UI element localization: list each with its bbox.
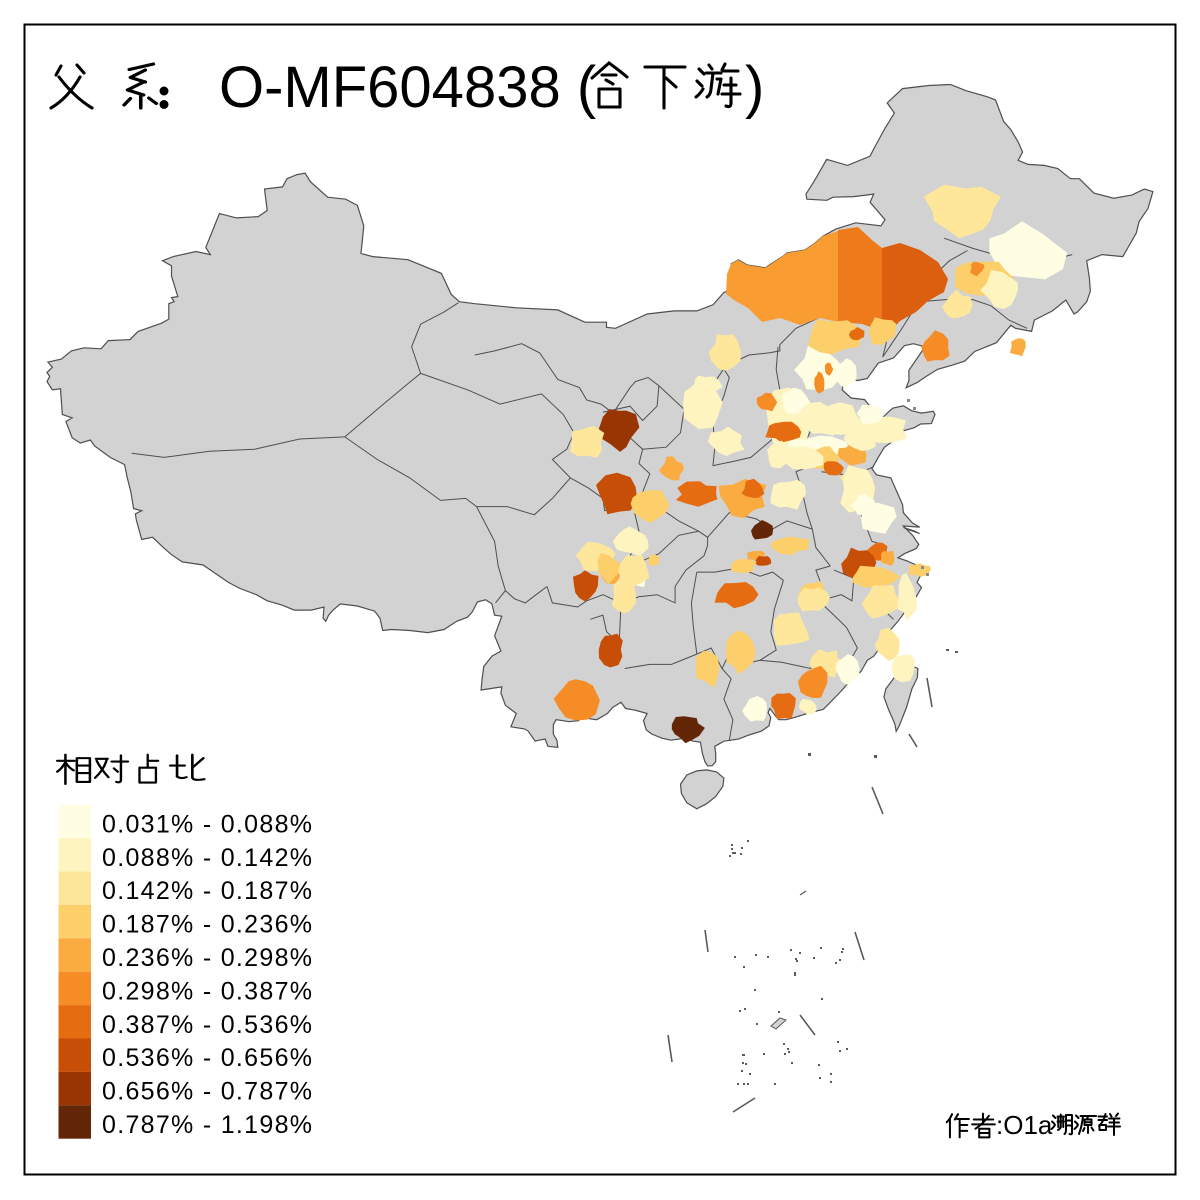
svg-text:0.387% - 0.536%: 0.387% - 0.536% [102, 1011, 313, 1039]
svg-text:0.298% - 0.387%: 0.298% - 0.387% [102, 977, 313, 1005]
svg-text:0.787% - 1.198%: 0.787% - 1.198% [102, 1111, 313, 1139]
svg-text:0.656% - 0.787%: 0.656% - 0.787% [102, 1078, 313, 1106]
svg-text::O1a: :O1a [996, 1110, 1053, 1140]
svg-text:0.142% - 0.187%: 0.142% - 0.187% [102, 877, 313, 905]
svg-text:): ) [745, 55, 764, 120]
svg-text:O-MF604838 (: O-MF604838 ( [219, 55, 596, 120]
svg-text:0.536% - 0.656%: 0.536% - 0.656% [102, 1044, 313, 1072]
svg-text:0.236% - 0.298%: 0.236% - 0.298% [102, 944, 313, 972]
svg-text:0.187% - 0.236%: 0.187% - 0.236% [102, 911, 313, 939]
svg-text:0.088% - 0.142%: 0.088% - 0.142% [102, 844, 313, 872]
svg-text:0.031% - 0.088%: 0.031% - 0.088% [102, 810, 313, 838]
